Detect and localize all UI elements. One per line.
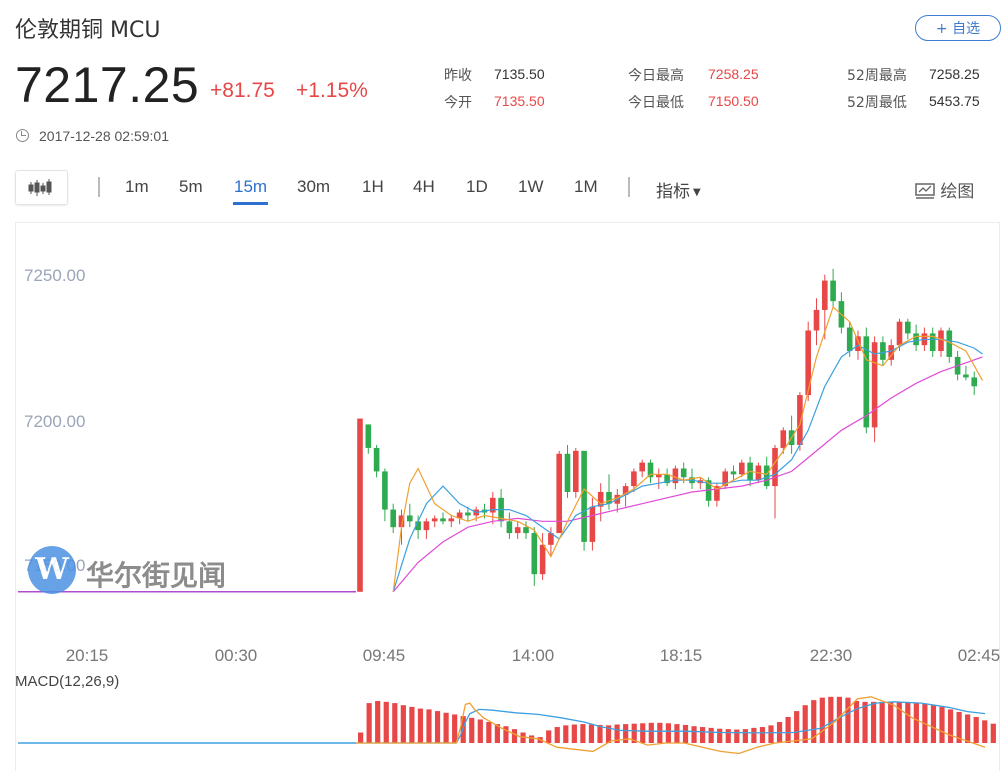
period-1w[interactable]: 1W (518, 177, 544, 196)
stat-label-52w-high: 52周最高 (847, 68, 907, 84)
chart-toolbar: 1m 5m 15m 30m 1H 4H 1D 1W 1M 指标 ▼ 绘图 (0, 168, 1004, 208)
wallstreetcn-logo-icon: W (28, 546, 76, 594)
candlestick-type-button[interactable] (15, 170, 68, 205)
stat-label-prev-close: 昨收 (444, 68, 472, 84)
draw-label: 绘图 (940, 182, 975, 202)
price-change-percent: +1.15% (296, 79, 368, 102)
indicator-label: 指标 (656, 182, 690, 202)
period-15m[interactable]: 15m (234, 177, 268, 196)
stat-label-52w-low: 52周最低 (847, 95, 907, 111)
active-period-indicator (233, 202, 268, 205)
clock-icon (16, 129, 29, 142)
macd-label: MACD(12,26,9) (15, 673, 120, 690)
add-watchlist-button[interactable]: + 自选 (915, 15, 1001, 41)
watermark-text: 华尔街见闻 (86, 559, 227, 592)
last-price: 7217.25 (15, 57, 200, 113)
stat-label-day-low: 今日最低 (628, 95, 684, 111)
period-1m[interactable]: 1m (125, 177, 149, 196)
caret-down-icon: ▼ (693, 187, 701, 198)
chart-area[interactable] (15, 222, 1000, 771)
instrument-title: 伦敦期铜 MCU (15, 18, 161, 43)
stat-value-day-high: 7258.25 (708, 66, 759, 82)
period-30m[interactable]: 30m (297, 177, 331, 196)
indicator-dropdown[interactable]: 指标 ▼ (656, 177, 701, 202)
stat-label-day-high: 今日最高 (628, 68, 684, 84)
toolbar-divider (98, 177, 100, 197)
stat-value-52w-high: 7258.25 (929, 66, 980, 82)
draw-button[interactable]: 绘图 (915, 177, 974, 202)
stat-value-52w-low: 5453.75 (929, 93, 980, 109)
chart-draw-icon (915, 183, 935, 199)
stat-value-day-low: 7150.50 (708, 93, 759, 109)
period-1m-month[interactable]: 1M (574, 177, 598, 196)
period-1d[interactable]: 1D (466, 177, 488, 196)
period-4h[interactable]: 4H (413, 177, 435, 196)
toolbar-divider (628, 177, 630, 197)
timestamp: 2017-12-28 02:59:01 (39, 128, 169, 144)
candlestick-icon (28, 179, 52, 196)
stat-label-open: 今开 (444, 95, 472, 111)
period-1h[interactable]: 1H (362, 177, 384, 196)
stat-value-prev-close: 7135.50 (494, 66, 545, 82)
price-change: +81.75 (210, 79, 275, 102)
stat-value-open: 7135.50 (494, 93, 545, 109)
period-5m[interactable]: 5m (179, 177, 203, 196)
